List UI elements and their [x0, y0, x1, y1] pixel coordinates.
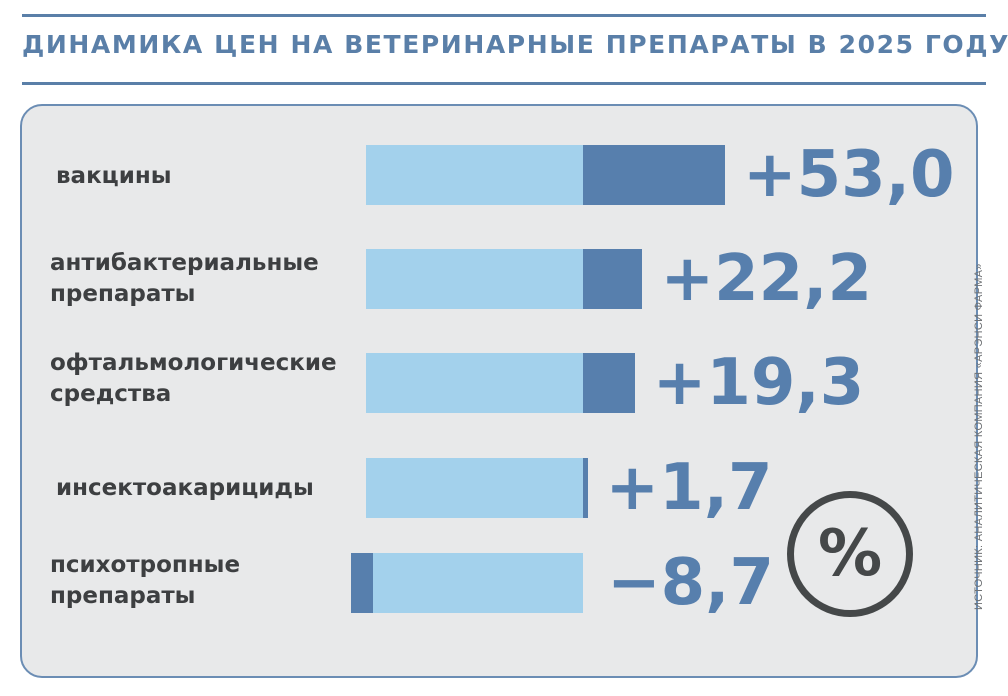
- category-label: вакцины: [56, 163, 172, 189]
- title-top-rule: [22, 14, 986, 17]
- value-label: +1,7: [605, 451, 773, 525]
- category-label: антибактериальные препараты: [50, 250, 319, 307]
- base-bar: [366, 145, 583, 205]
- category-label: психотропные препараты: [50, 552, 241, 609]
- base-bar: [351, 553, 583, 613]
- source-note: ИСТОЧНИК: АНАЛИТИЧЕСКАЯ КОМПАНИЯ «АРЭНСИ…: [973, 263, 985, 610]
- percent-icon: %: [787, 491, 913, 617]
- value-bar: [583, 353, 635, 413]
- value-bar: [583, 458, 588, 518]
- value-label: −8,7: [607, 546, 774, 620]
- value-bar: [583, 249, 643, 309]
- base-bar: [366, 353, 583, 413]
- category-label: офтальмологические средства: [50, 350, 337, 407]
- value-label: +19,3: [652, 346, 865, 420]
- value-bar: [351, 553, 374, 613]
- base-bar: [366, 458, 583, 518]
- category-label: инсектоакарициды: [56, 475, 314, 501]
- title-bottom-rule: [22, 82, 986, 85]
- value-label: +53,0: [743, 138, 955, 212]
- base-bar: [366, 249, 583, 309]
- value-label: +22,2: [660, 242, 872, 316]
- chart-title: ДИНАМИКА ЦЕН НА ВЕТЕРИНАРНЫЕ ПРЕПАРАТЫ В…: [22, 30, 1008, 59]
- value-bar: [583, 145, 725, 205]
